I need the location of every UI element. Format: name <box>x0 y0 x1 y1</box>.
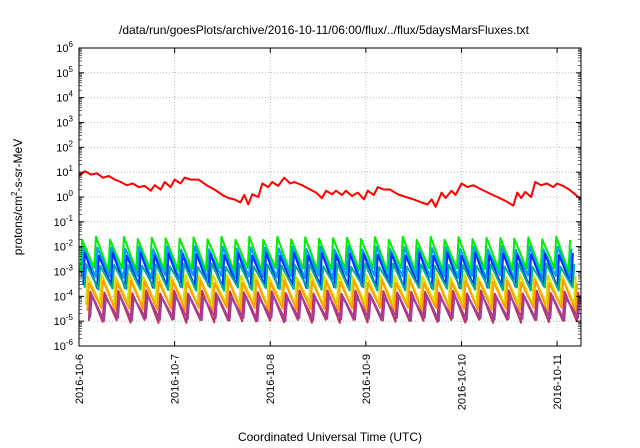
series-line-3 <box>80 245 573 280</box>
y-tick-label: 10-2 <box>54 239 74 254</box>
y-tick-label: 10-6 <box>54 338 74 353</box>
series-group <box>78 170 582 324</box>
y-tick-label-exp: -3 <box>66 264 74 273</box>
y-tick-label-exp: -1 <box>66 214 74 223</box>
series-line-5 <box>83 262 576 292</box>
y-axis-title-sup: 2 <box>10 191 19 196</box>
y-tick-label-base: 10 <box>54 267 66 279</box>
x-tick-label: 2016-10-6 <box>74 354 86 404</box>
y-tick-label-base: 10 <box>56 43 68 55</box>
y-tick-label-base: 10 <box>56 68 68 80</box>
y-tick-label: 10-5 <box>54 313 74 328</box>
y-axis-title-base: protons/cm <box>11 196 25 255</box>
y-tick-label-exp: -5 <box>66 313 74 322</box>
y-axis: 10610510410310210110010-110-210-310-410-… <box>54 40 581 353</box>
y-tick-label-base: 10 <box>54 291 66 303</box>
y-tick-label-exp: 1 <box>69 164 74 173</box>
x-axis-title: Coordinated Universal Time (UTC) <box>238 430 422 444</box>
y-tick-label: 103 <box>56 115 73 130</box>
y-tick-label-base: 10 <box>56 192 68 204</box>
y-tick-label-base: 10 <box>56 167 68 179</box>
y-tick-label-exp: -4 <box>66 288 74 297</box>
y-tick-label-base: 10 <box>54 341 66 353</box>
y-tick-label-base: 10 <box>54 242 66 254</box>
y-axis-title-rest: -s-sr-MeV <box>11 139 25 192</box>
y-tick-label: 101 <box>56 164 73 179</box>
y-tick-label-base: 10 <box>56 93 68 105</box>
x-tick-label: 2016-10-9 <box>361 354 373 404</box>
y-tick-label: 102 <box>56 139 73 154</box>
x-axis: 2016-10-6 2016-10-7 2016-10-8 2016-10-9 2016… <box>74 48 564 410</box>
y-tick-label: 105 <box>56 65 73 80</box>
y-tick-label: 10-3 <box>54 264 74 279</box>
x-tick-label: 2016-10-8 <box>265 354 277 404</box>
x-tick-label: 2016-10-7 <box>170 354 182 404</box>
series-line-1 <box>78 170 582 208</box>
y-tick-label-exp: 3 <box>69 115 74 124</box>
chart-title: /data/run/goesPlots/archive/2016-10-11/0… <box>119 23 530 37</box>
y-tick-label: 106 <box>56 40 73 55</box>
y-tick-label: 10-1 <box>54 214 74 229</box>
y-tick-label-base: 10 <box>56 142 68 154</box>
x-tick-label: 2016-10-11 <box>552 354 564 409</box>
y-tick-label-base: 10 <box>56 118 68 130</box>
y-tick-label: 100 <box>56 189 73 204</box>
series-line-2 <box>79 235 572 273</box>
x-tick-label: 2016-10-10 <box>456 354 468 410</box>
y-tick-label: 104 <box>56 90 73 105</box>
y-tick-label-exp: 6 <box>69 40 74 49</box>
series-line-9 <box>89 293 581 322</box>
series-line-7 <box>86 278 579 313</box>
y-tick-label: 10-4 <box>54 288 74 303</box>
y-tick-label-exp: 0 <box>69 189 74 198</box>
y-tick-label-exp: 2 <box>69 139 74 148</box>
y-tick-label-exp: -6 <box>66 338 74 347</box>
y-tick-label-base: 10 <box>54 316 66 328</box>
y-tick-label-exp: -2 <box>66 239 74 248</box>
y-tick-label-exp: 4 <box>69 90 74 99</box>
y-axis-title: protons/cm2-s-sr-MeV <box>10 139 25 255</box>
y-tick-label-base: 10 <box>54 217 66 229</box>
y-tick-label-exp: 5 <box>69 65 74 74</box>
